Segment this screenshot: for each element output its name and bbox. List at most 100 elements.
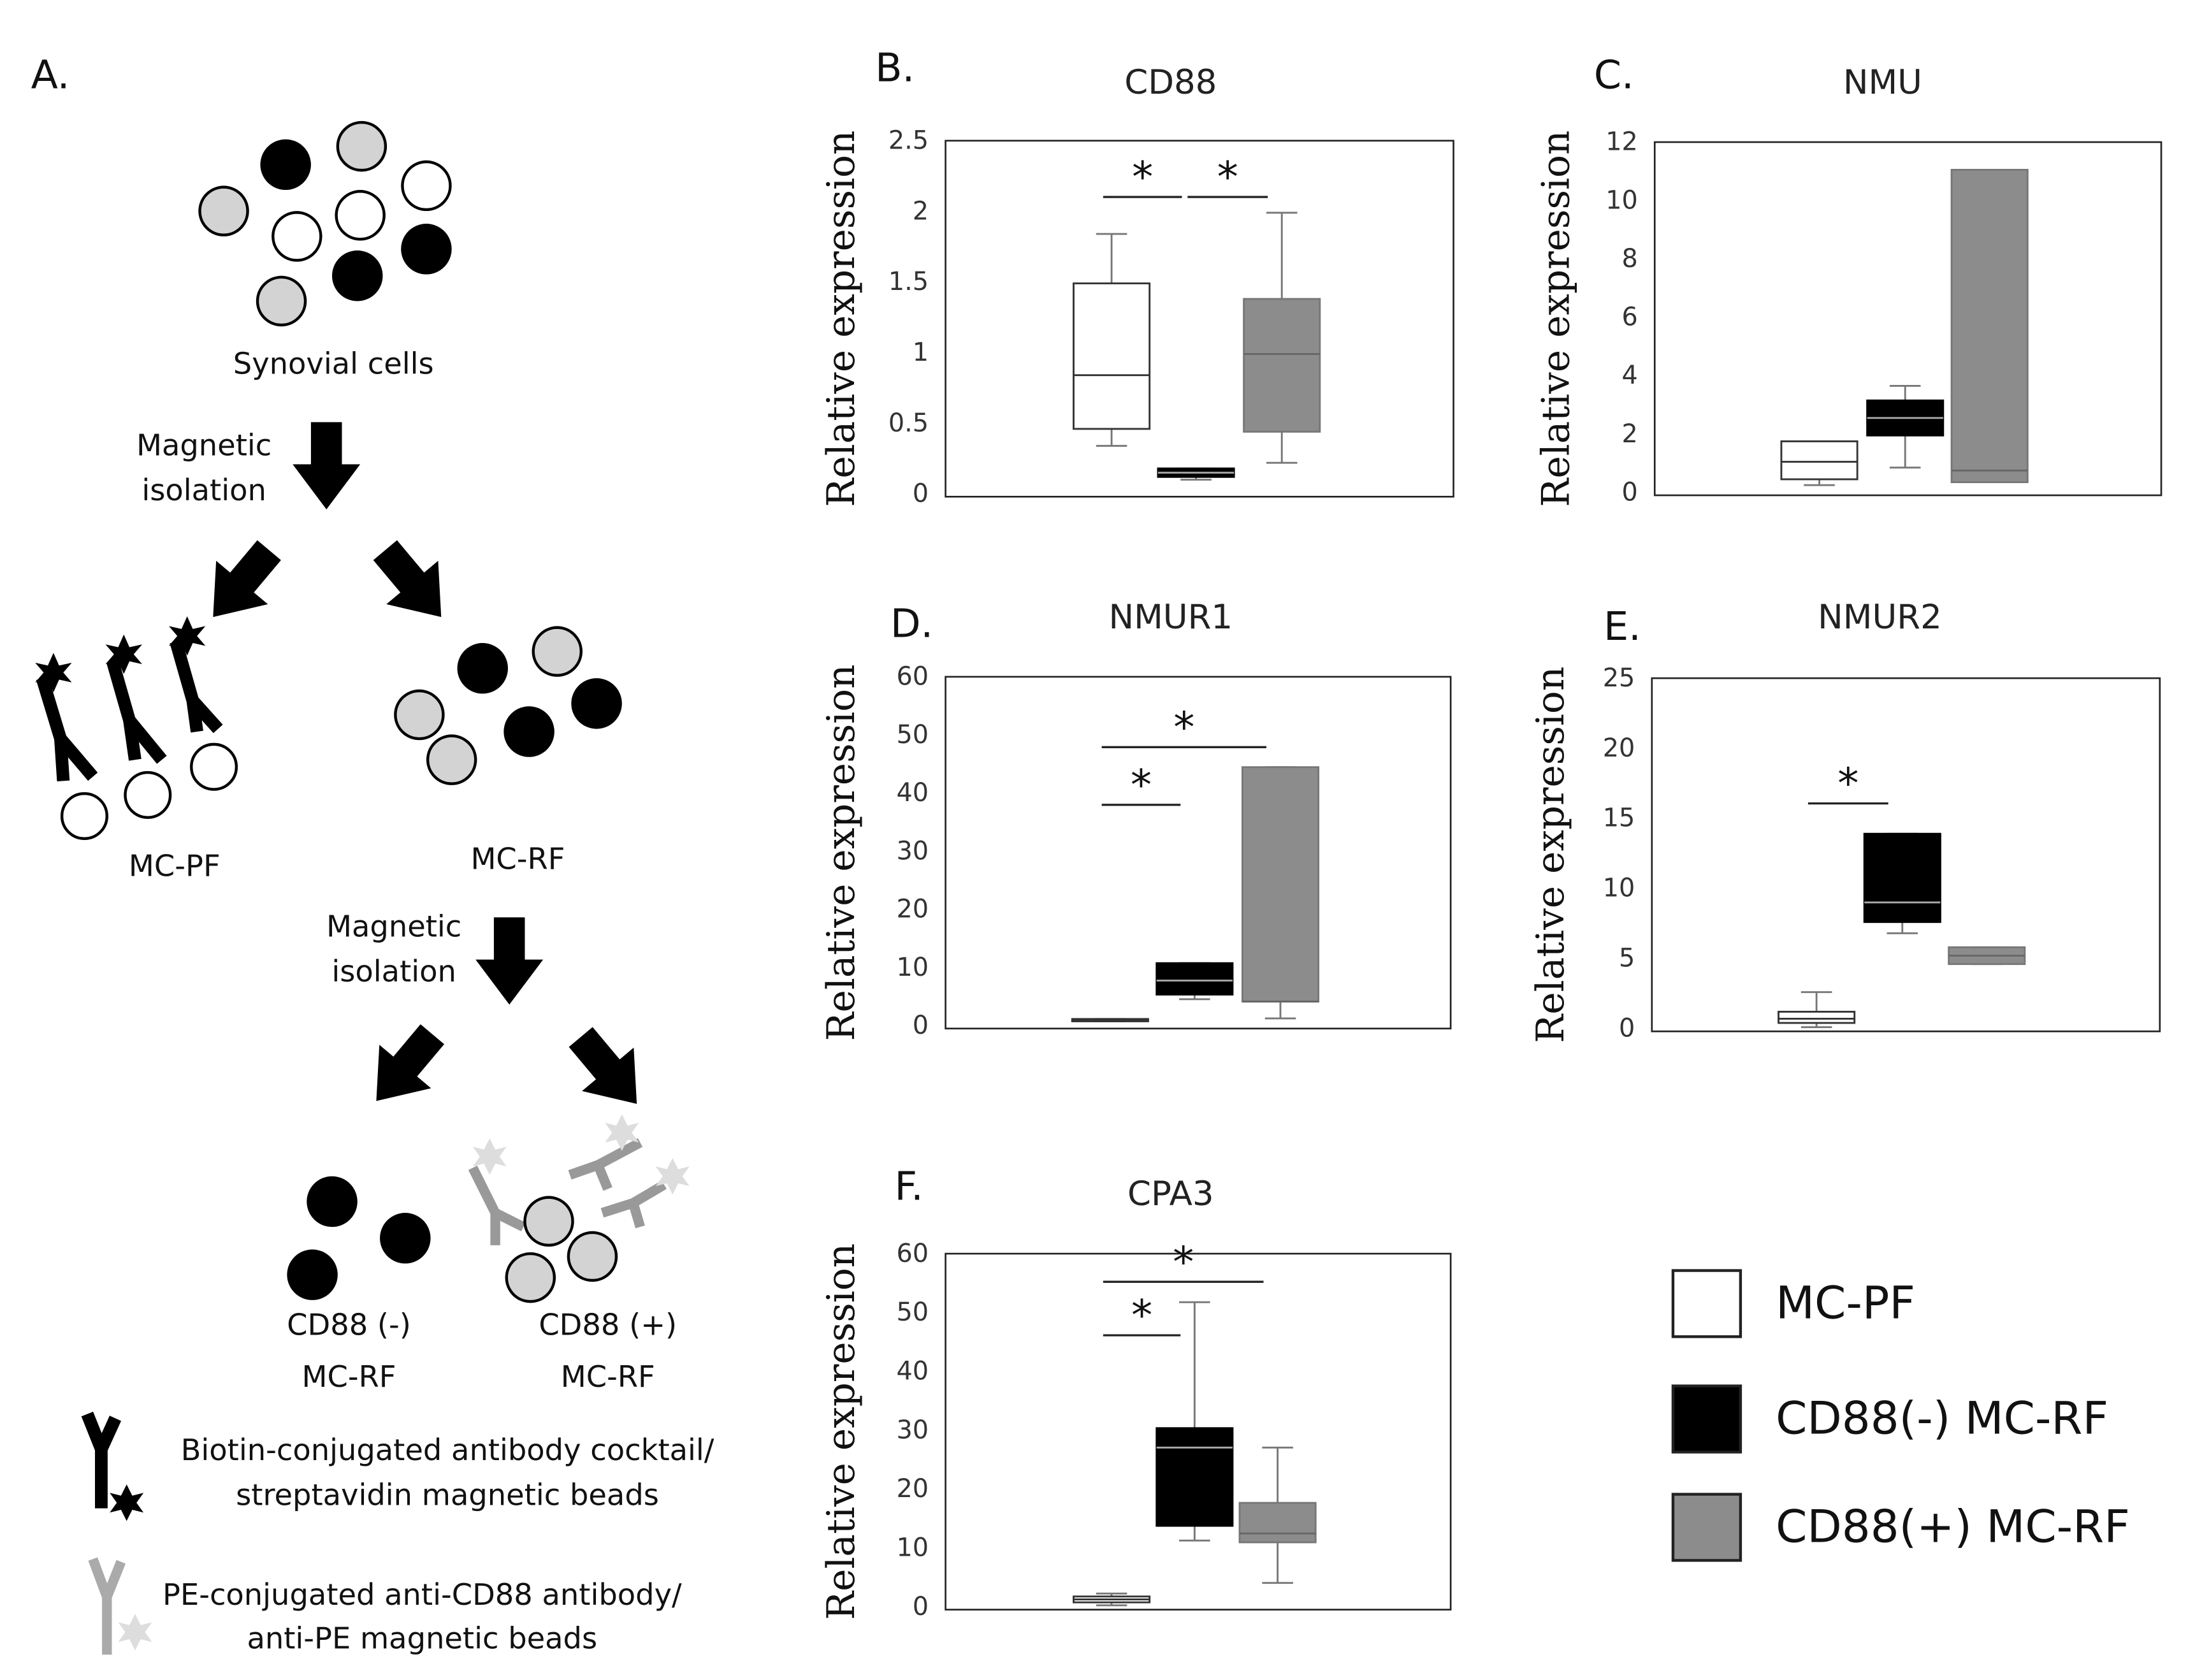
panel-label: B. (875, 45, 915, 91)
box (1155, 962, 1234, 996)
upper-whisker (1096, 233, 1127, 284)
box (1778, 1011, 1856, 1024)
label: Magnetic (136, 428, 272, 463)
y-tick-label: 30 (897, 836, 929, 865)
arrow (376, 1024, 444, 1101)
upper-whisker (1266, 212, 1298, 300)
bead (605, 1114, 639, 1151)
label: isolation (331, 954, 456, 988)
legend: MC-PF CD88(-) MC-RF CD88(+) MC-RF (1671, 1269, 2130, 1562)
arrow (373, 540, 442, 618)
cell (505, 1252, 556, 1303)
panel-a: A. Synovial cells Magnetic isolation MC-… (31, 52, 714, 1656)
chart-title: CPA3 (1127, 1175, 1213, 1213)
y-tick-label: 0 (1619, 1014, 1635, 1043)
rf-cells (394, 626, 622, 785)
cell (571, 678, 622, 729)
cell (532, 626, 583, 677)
box (1073, 282, 1151, 430)
cd88-pos-cells (468, 1114, 690, 1303)
box (1238, 1502, 1317, 1544)
cell (523, 1196, 574, 1247)
label: isolation (141, 473, 266, 507)
bead (655, 1157, 690, 1195)
legend-label: CD88(+) MC-RF (1776, 1500, 2130, 1553)
label: CD88 (-) (287, 1307, 411, 1342)
cell (457, 642, 508, 694)
y-tick-label: 20 (897, 895, 929, 924)
significance-label: * (1132, 153, 1153, 202)
cell (256, 275, 307, 327)
antibody (106, 659, 167, 764)
y-tick-label: 20 (897, 1474, 929, 1503)
antibody (88, 1557, 126, 1655)
label: Magnetic (326, 909, 461, 944)
y-axis-label: Relative expression (820, 664, 864, 1041)
antibody (170, 639, 223, 734)
significance-label: * (1131, 760, 1152, 809)
y-tick-label: 10 (1603, 874, 1635, 903)
box (1863, 832, 1941, 923)
key: Biotin-conjugated antibody cocktail/ str… (81, 1412, 714, 1656)
lower-whisker (1264, 1001, 1296, 1020)
key-text: Biotin-conjugated antibody cocktail/ (181, 1433, 714, 1467)
chart-title: NMU (1843, 63, 1922, 102)
panel-label: D. (890, 601, 933, 647)
y-tick-label: 10 (897, 1533, 929, 1563)
cell (272, 211, 322, 262)
chart: B. CD88 Relative expression 0 0.5 1 1.5 2 2.5 * * (820, 45, 1454, 509)
significance-label: * (1837, 759, 1858, 808)
label: MC-PF (129, 849, 221, 883)
y-tick-label: 8 (1621, 244, 1637, 273)
cell (124, 771, 172, 819)
chart: D. NMUR1 Relative expression 0 10 20 30 40 50 60 *… (820, 598, 1452, 1041)
y-tick-label: 6 (1621, 303, 1637, 332)
y-tick-label: 25 (1603, 663, 1635, 693)
y-axis-label: Relative expression (1529, 667, 1573, 1043)
cell (394, 689, 445, 741)
significance-label: * (1173, 1238, 1194, 1287)
box (1155, 1427, 1234, 1527)
panel-label: C. (1594, 52, 1634, 98)
y-tick-label: 60 (897, 662, 929, 692)
upper-whisker (1800, 991, 1832, 1012)
label: Synovial cells (233, 347, 434, 381)
cell (260, 139, 311, 191)
label: MC-RF (470, 842, 565, 876)
legend-label: MC-PF (1776, 1276, 1915, 1329)
plot-frame (945, 1252, 1452, 1611)
arrow (213, 540, 281, 618)
upper-whisker (1889, 384, 1921, 401)
bead (35, 653, 72, 693)
cell (307, 1176, 358, 1227)
plot-frame (945, 140, 1454, 498)
plot-frame (1653, 141, 2162, 496)
lower-whisker (1889, 435, 1921, 469)
cell (287, 1249, 338, 1300)
y-tick-label: 10 (1605, 185, 1638, 215)
y-tick-label: 1.5 (888, 267, 929, 296)
arrow (569, 1027, 637, 1104)
y-tick-label: 60 (897, 1239, 929, 1268)
antibody (81, 1412, 122, 1509)
y-axis-label: Relative expression (820, 131, 864, 507)
bead (110, 1484, 144, 1521)
y-tick-label: 10 (897, 953, 929, 982)
y-tick-label: 2 (913, 196, 929, 226)
y-tick-label: 2 (1621, 419, 1637, 449)
plot-frame (945, 676, 1452, 1030)
antibody (36, 676, 98, 781)
chart-title: NMUR1 (1108, 598, 1233, 637)
legend-label: CD88(-) MC-RF (1776, 1391, 2108, 1444)
lower-whisker (1179, 1526, 1210, 1542)
antibody (600, 1180, 667, 1229)
plot-frame (1651, 677, 2161, 1032)
chart-title: NMUR2 (1818, 598, 1942, 637)
y-tick-label: 0 (913, 1592, 929, 1621)
y-tick-label: 2.5 (888, 126, 929, 155)
synovial-cells (198, 120, 452, 327)
y-axis-label: Relative expression (1535, 131, 1579, 507)
y-tick-label: 40 (897, 1356, 929, 1386)
y-tick-label: 5 (1619, 944, 1635, 973)
